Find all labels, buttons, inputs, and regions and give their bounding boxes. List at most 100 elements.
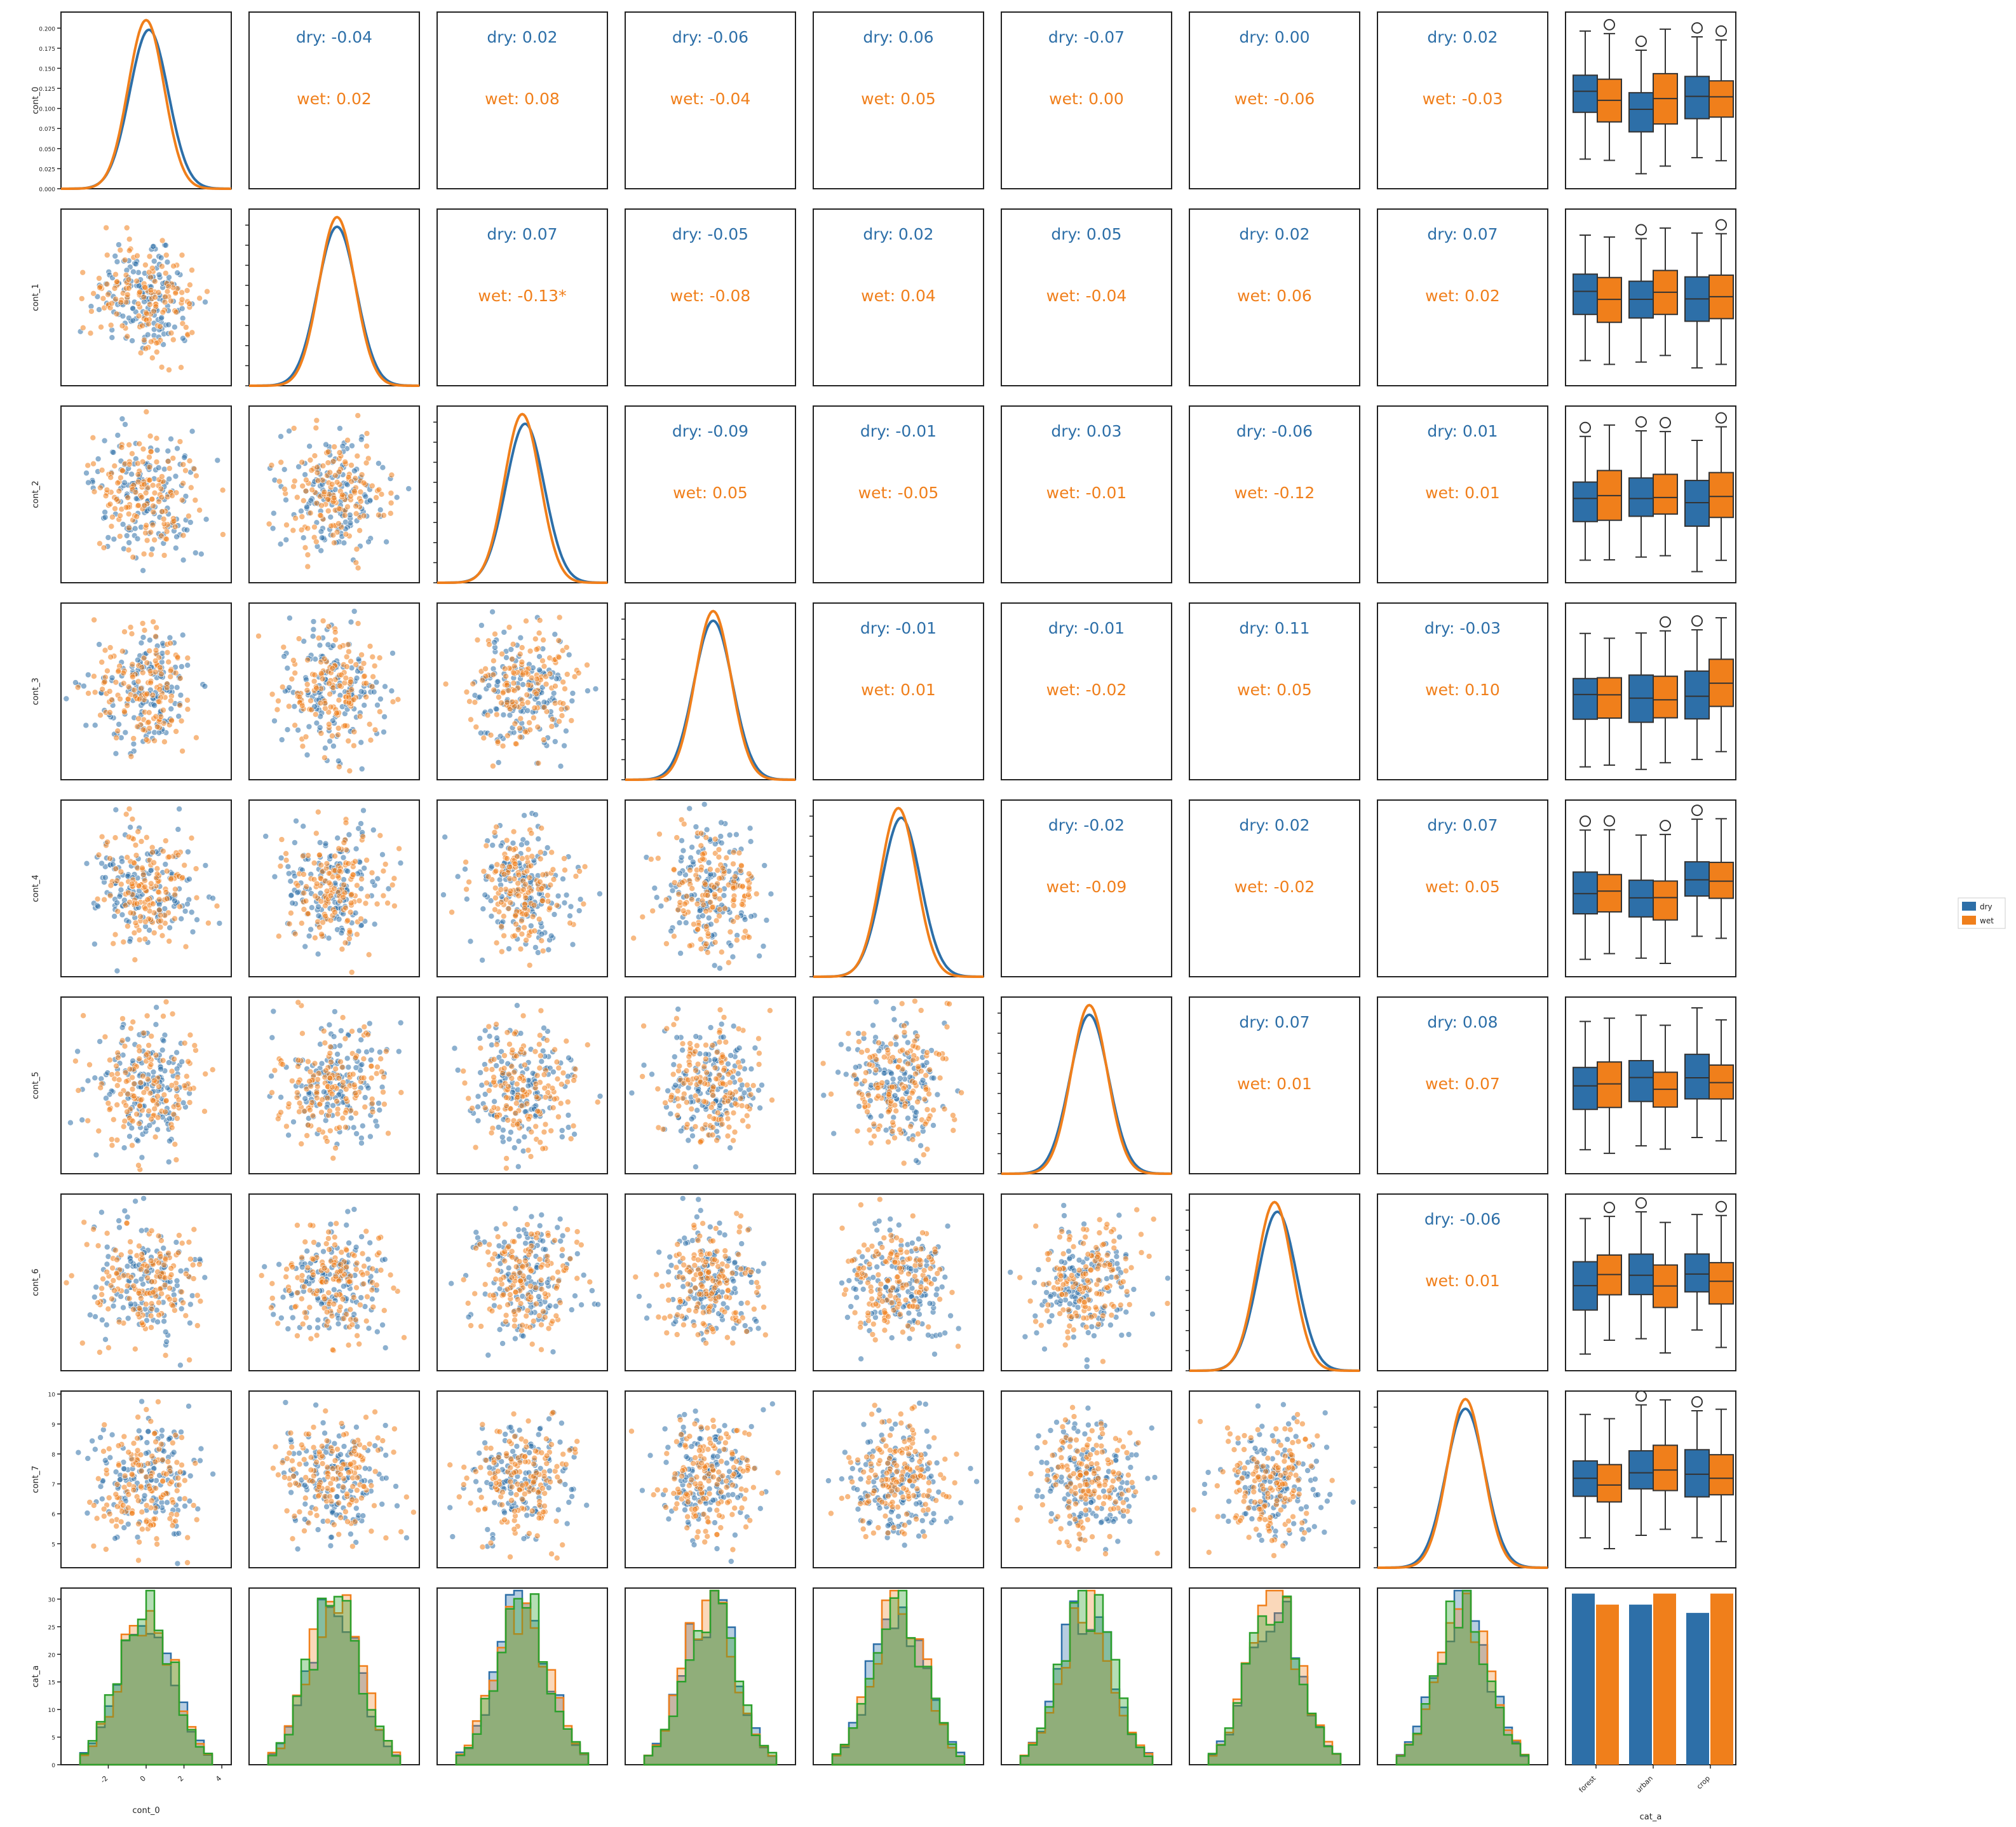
scatter-point-wet: [332, 472, 339, 479]
scatter-point-wet: [154, 349, 160, 355]
scatter-point-dry: [308, 904, 315, 911]
scatter-point-dry: [214, 457, 221, 464]
scatter-point-wet: [105, 1100, 112, 1106]
scatter-point-wet: [114, 278, 120, 285]
scatter-point-dry: [140, 634, 147, 641]
scatter-point-wet: [144, 537, 151, 544]
scatter-point-dry: [694, 1107, 700, 1113]
scatter-point-wet: [336, 683, 343, 689]
scatter-point-wet: [322, 913, 328, 920]
scatter-point-wet: [701, 1080, 708, 1087]
scatter-point-dry: [352, 909, 359, 916]
scatter-point-dry: [85, 672, 91, 678]
scatter-point-dry: [361, 702, 368, 709]
scatter-point-dry: [166, 1059, 172, 1066]
scatter-point-wet: [504, 732, 511, 739]
scatter-point-dry: [128, 1125, 135, 1131]
scatter-point-wet: [80, 324, 86, 331]
panel-cont_3-vs-cont_3: [621, 602, 796, 781]
scatter-point-wet: [162, 270, 169, 276]
scatter-point-wet: [679, 1040, 686, 1047]
panel-cont_5-vs-cont_5: [998, 996, 1172, 1175]
scatter-point-wet: [522, 1062, 528, 1068]
scatter-point-wet: [533, 1094, 540, 1101]
scatter-point-wet: [104, 281, 111, 287]
scatter-point-dry: [760, 943, 767, 949]
scatter-point-wet: [315, 635, 322, 641]
scatter-point-wet: [292, 515, 299, 522]
scatter-point-wet: [881, 1054, 888, 1061]
scatter-point-wet: [145, 1108, 152, 1114]
scatter-point-wet: [360, 512, 367, 519]
panel-cont_2-vs-cont_1: [248, 405, 420, 583]
scatter-point-wet: [710, 1092, 716, 1099]
scatter-point-wet: [325, 459, 332, 466]
scatter-point-wet: [342, 819, 349, 826]
corr-wet-label: wet: -0.12: [1235, 484, 1315, 502]
scatter-point-wet: [714, 1049, 720, 1056]
scatter-point-dry: [95, 903, 101, 910]
scatter-point-wet: [109, 300, 115, 307]
scatter-point-wet: [158, 918, 164, 924]
scatter-point-wet: [85, 1117, 91, 1124]
scatter-point-wet: [186, 458, 193, 465]
scatter-point-wet: [97, 484, 104, 491]
box-wet: [1597, 677, 1622, 719]
scatter-point-wet: [85, 462, 91, 469]
scatter-point-wet: [884, 1047, 891, 1054]
scatter-point-wet: [312, 711, 319, 717]
scatter-point-dry: [121, 1144, 128, 1151]
scatter-point-dry: [397, 860, 404, 866]
scatter-point-wet: [687, 867, 693, 874]
scatter-point-dry: [891, 1016, 898, 1023]
scatter-point-dry: [369, 878, 376, 885]
scatter-point-wet: [378, 1068, 385, 1075]
scatter-point-wet: [324, 1095, 331, 1101]
scatter-point-wet: [187, 282, 193, 289]
scatter-point-dry: [495, 759, 502, 766]
scatter-point-wet: [112, 931, 119, 938]
scatter-point-wet: [564, 705, 571, 711]
scatter-point-wet: [113, 1063, 119, 1070]
corr-wet-label: wet: 0.08: [485, 90, 560, 108]
scatter-point-wet: [549, 716, 556, 723]
scatter-point-dry: [476, 694, 483, 700]
scatter-point-dry: [532, 812, 539, 818]
scatter-point-dry: [897, 1075, 903, 1082]
scatter-point-wet: [488, 1129, 495, 1136]
scatter-point-dry: [558, 1134, 565, 1140]
scatter-point-wet: [352, 858, 358, 865]
scatter-point-wet: [351, 742, 357, 749]
scatter-point-wet: [346, 928, 353, 935]
scatter-point-wet: [353, 546, 360, 553]
scatter-point-dry: [550, 1069, 557, 1075]
scatter-point-wet: [684, 1121, 691, 1128]
scatter-point-wet: [369, 1100, 375, 1107]
scatter-point-dry: [278, 737, 285, 743]
scatter-point-wet: [306, 1078, 313, 1085]
corr-dry-label: dry: 0.07: [1427, 816, 1498, 834]
scatter-point-wet: [135, 313, 142, 320]
scatter-point-wet: [508, 1063, 515, 1070]
scatter-point-wet: [137, 913, 144, 920]
scatter-point-wet: [496, 694, 502, 700]
scatter-point-wet: [138, 685, 144, 692]
scatter-point-dry: [377, 696, 384, 702]
scatter-point-dry: [335, 757, 342, 764]
scatter-point-wet: [366, 721, 373, 728]
scatter-point-wet: [550, 1104, 557, 1111]
scatter-point-wet: [648, 856, 654, 862]
scatter-point-wet: [114, 878, 120, 884]
scatter-point-wet: [891, 1134, 898, 1141]
panel-frame: [436, 208, 608, 386]
scatter-point-wet: [322, 902, 328, 909]
scatter-point-wet: [342, 1096, 349, 1102]
scatter-point-wet: [152, 658, 159, 664]
scatter-point-dry: [561, 742, 567, 749]
scatter-point-dry: [518, 841, 525, 848]
scatter-point-wet: [735, 1026, 742, 1032]
scatter-point-wet: [133, 278, 140, 285]
